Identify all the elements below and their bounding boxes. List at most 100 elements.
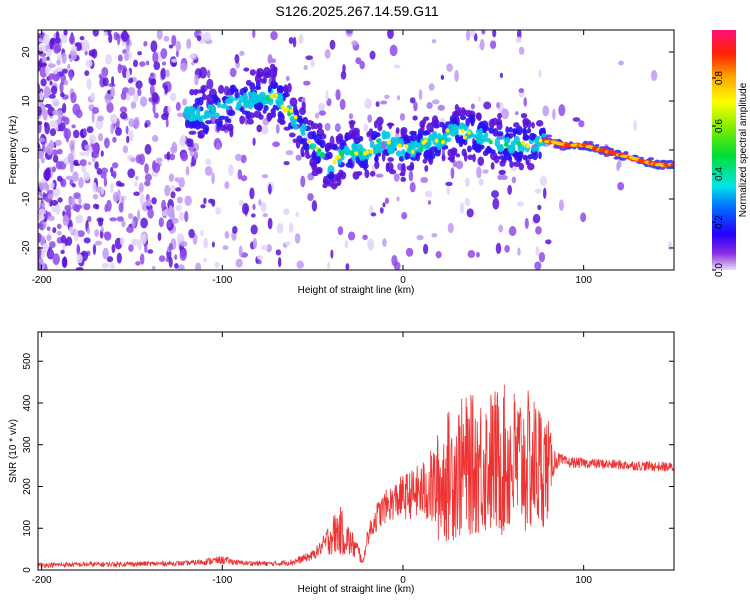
spectrogram-cell <box>56 117 61 125</box>
spectrogram-cell <box>189 89 195 96</box>
spectrogram-cell <box>604 145 609 149</box>
spectrogram-cell <box>151 91 159 103</box>
spectrogram-cell <box>71 183 76 188</box>
spectrogram-cell <box>137 51 142 56</box>
spectrogram-cell <box>73 129 80 139</box>
spectrogram-cell <box>92 30 99 37</box>
colorbar-ticks: 0.0 0.2 0.4 0.6 0.8 <box>712 71 725 277</box>
spectrogram-cell <box>111 76 115 86</box>
spectrogram-cell <box>283 161 290 166</box>
spectrogram-cell <box>454 130 459 135</box>
spectrogram-cell <box>112 136 117 143</box>
spectrogram-cell <box>517 247 521 256</box>
snr-y-tick-label: 100 <box>22 519 33 536</box>
spectrogram-cell <box>144 180 151 187</box>
spectrogram-cell <box>88 134 97 144</box>
spectrogram-cell <box>65 134 70 143</box>
spectrogram-cell <box>167 206 175 218</box>
spectrogram-cell <box>40 78 47 87</box>
spectrogram-cell <box>270 31 278 41</box>
spectrogram-peak <box>376 138 381 143</box>
spectrogram-cell <box>476 113 482 121</box>
spectrogram-cell <box>161 113 169 121</box>
spectrogram-cell <box>329 39 336 50</box>
spectrogram-cell <box>52 154 59 163</box>
spectrogram-cell <box>275 98 280 106</box>
spectrogram-cell <box>235 258 243 268</box>
spectrogram-y-tick-label: 20 <box>21 46 32 58</box>
spectrogram-cell <box>428 83 435 91</box>
spectrogram-cell <box>88 49 96 57</box>
spectrogram-cell <box>168 256 173 268</box>
spectrogram-cell <box>171 58 178 63</box>
spectrogram-cell <box>117 54 123 62</box>
colorbar-tick-label: 0.6 <box>714 119 725 133</box>
spectrogram-cell <box>203 237 209 249</box>
spectrogram-cell <box>189 114 197 122</box>
spectrogram-cell <box>538 151 542 160</box>
spectrogram-cell <box>128 118 135 127</box>
spectrogram-cell <box>351 143 356 151</box>
spectrogram-cell <box>55 30 60 40</box>
spectrogram-cell <box>132 59 139 68</box>
spectrogram-cell <box>489 40 497 50</box>
spectrogram-cell <box>252 238 258 250</box>
spectrogram-cell <box>160 48 168 59</box>
spectrogram-cell <box>70 92 77 104</box>
spectrogram-cell <box>452 117 458 127</box>
spectrogram-cell <box>513 122 520 128</box>
spectrogram-cell <box>211 241 215 248</box>
spectrogram-cell <box>495 242 502 255</box>
spectrogram-cell <box>83 237 91 244</box>
spectrogram-cell <box>311 169 319 177</box>
spectrogram-cell <box>420 177 429 183</box>
spectrogram-cell <box>171 34 177 47</box>
spectrogram-cell <box>62 256 68 268</box>
spectrogram-cell <box>330 249 334 259</box>
spectrogram-cell <box>156 30 163 40</box>
spectrogram-cell <box>399 172 406 177</box>
spectrogram-cell <box>379 207 384 214</box>
spectrogram-peak <box>339 151 344 156</box>
spectrogram-cell <box>583 140 588 144</box>
spectrogram-cell <box>307 193 314 201</box>
spectrogram-cell <box>397 162 403 171</box>
spectrogram-cell <box>179 248 187 261</box>
spectrogram-cell <box>101 262 110 269</box>
spectrogram-cell <box>345 162 354 168</box>
spectrogram-cell <box>47 215 55 222</box>
spectrogram-cell <box>180 62 188 72</box>
spectrogram-cell <box>52 187 61 198</box>
spectrogram-cell <box>395 127 400 134</box>
spectrogram-cell <box>144 173 152 182</box>
spectrogram-cell <box>61 52 67 64</box>
spectrogram-cell <box>229 127 234 138</box>
spectrogram-cell <box>57 197 63 203</box>
spectrogram-cell <box>522 127 527 134</box>
spectrogram-cell <box>269 63 276 70</box>
spectrogram-cell <box>150 40 158 53</box>
spectrogram-cell <box>516 201 524 207</box>
spectrogram-cell <box>229 67 237 78</box>
spectrogram-cell <box>39 101 44 107</box>
spectrogram-cell <box>89 145 93 153</box>
snr-plot-area <box>38 332 674 570</box>
spectrogram-x-ticks: -200 -100 0 100 <box>32 30 592 286</box>
spectrogram-cell <box>492 197 500 210</box>
spectrogram-cell <box>447 148 454 157</box>
spectrogram-cell <box>542 105 550 117</box>
spectrogram-cell <box>169 153 176 161</box>
spectrogram-cell <box>282 92 290 98</box>
spectrogram-cell <box>167 105 172 114</box>
spectrogram-cell <box>46 143 54 156</box>
spectrogram-cell <box>447 156 455 161</box>
spectrogram-cell <box>171 217 179 224</box>
spectrogram-cell <box>189 120 198 128</box>
spectrogram-cell <box>120 91 127 101</box>
spectrogram-cell <box>535 246 540 257</box>
spectrogram-cell <box>153 112 159 119</box>
spectrogram-cell <box>335 135 341 145</box>
spectrogram-cell <box>194 74 199 86</box>
spectrogram-cell <box>228 164 234 177</box>
